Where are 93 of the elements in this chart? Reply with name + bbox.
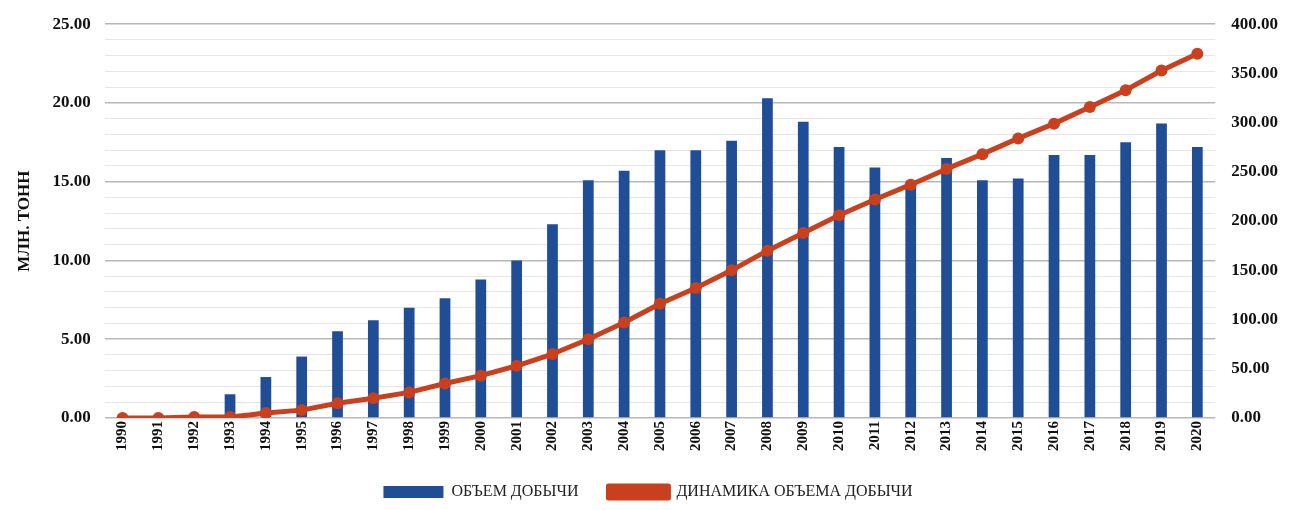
- bar: [941, 158, 952, 418]
- bar: [403, 307, 415, 418]
- legend-label: ОБЪЕМ ДОБЫЧИ: [451, 482, 579, 501]
- x-tick-label: 2006: [686, 420, 703, 451]
- x-tick-label: 2014: [973, 420, 990, 451]
- legend-label: ДИНАМИКА ОБЪЕМА ДОБЫЧИ: [676, 482, 914, 501]
- point: [618, 316, 631, 329]
- x-tick-label: 2017: [1080, 420, 1097, 451]
- x-tick-label: 2020: [1188, 421, 1205, 451]
- x-tick-label: 1996: [328, 420, 345, 451]
- y-axis-title: МЛН. ТОНН: [13, 170, 33, 272]
- point: [833, 209, 846, 222]
- bar: [1191, 147, 1203, 418]
- point: [940, 162, 953, 175]
- bar: [547, 224, 558, 418]
- x-tick-label: 2016: [1044, 420, 1061, 451]
- point: [295, 404, 308, 417]
- x-tick-label: 2018: [1116, 421, 1133, 451]
- x-tick-label: 1990: [113, 421, 130, 451]
- point: [1155, 64, 1168, 77]
- point: [331, 397, 344, 410]
- x-tick-label: 1993: [220, 421, 237, 451]
- bar: [582, 180, 594, 418]
- x-tick-label: 1991: [149, 421, 166, 451]
- point: [439, 377, 451, 390]
- point: [797, 226, 810, 239]
- point: [689, 282, 702, 295]
- x-tick-label: 1997: [364, 420, 381, 451]
- bar: [1048, 154, 1060, 418]
- bar: [475, 279, 487, 418]
- bar: [511, 260, 523, 418]
- x-tick-label: 2011: [865, 421, 882, 451]
- point: [474, 369, 487, 382]
- y2-tick-label: 250.00: [1231, 161, 1278, 181]
- x-tick-label: 2004: [615, 420, 631, 451]
- point: [403, 386, 416, 399]
- point: [868, 193, 881, 206]
- x-tick-label: 1994: [256, 420, 273, 451]
- bar: [690, 150, 702, 418]
- x-tick-label: 2005: [650, 421, 667, 451]
- point: [1191, 47, 1204, 60]
- point: [546, 348, 559, 361]
- bar: [797, 121, 809, 418]
- x-tick-label: 1992: [185, 421, 202, 451]
- x-tick-label: 2010: [829, 421, 846, 451]
- point: [510, 359, 523, 372]
- y-tick-label: 0.00: [60, 407, 91, 427]
- bar: [1120, 142, 1132, 418]
- x-tick-label: 2012: [901, 421, 918, 451]
- x-tick-label: 2001: [507, 421, 524, 451]
- point: [761, 244, 774, 257]
- bar: [977, 180, 988, 418]
- y2-tick-label: 300.00: [1231, 112, 1278, 132]
- point: [259, 407, 272, 418]
- point: [367, 392, 380, 405]
- y2-tick-label: 100.00: [1231, 308, 1278, 328]
- point: [1119, 84, 1132, 97]
- x-tick-label: 2003: [579, 421, 596, 451]
- x-tick-label: 1999: [435, 421, 452, 451]
- point: [976, 148, 989, 161]
- point: [1012, 132, 1025, 145]
- bar: [1156, 123, 1167, 418]
- x-tick-label: 1998: [400, 421, 417, 451]
- x-tick-label: 2019: [1152, 421, 1169, 451]
- x-tick-label: 2013: [937, 421, 954, 451]
- x-tick-label: 2009: [794, 421, 811, 451]
- y-tick-label: 20.00: [52, 92, 91, 112]
- y-tick-label: 25.00: [52, 13, 91, 33]
- point: [725, 264, 738, 277]
- x-tick-label: 2015: [1009, 421, 1026, 451]
- point: [582, 333, 595, 346]
- bar: [1084, 154, 1096, 418]
- x-tick-label: 2007: [722, 420, 739, 451]
- y2-tick-label: 0.00: [1231, 407, 1261, 427]
- y-tick-label: 15.00: [52, 171, 91, 191]
- x-tick-label: 2000: [471, 421, 488, 451]
- y-tick-label: 5.00: [60, 328, 91, 348]
- x-tick-label: 1995: [292, 421, 309, 451]
- y2-tick-label: 200.00: [1231, 210, 1278, 230]
- y-tick-label: 10.00: [52, 249, 91, 269]
- x-tick-label: 2002: [543, 421, 560, 451]
- point: [904, 178, 917, 191]
- point: [653, 297, 666, 310]
- bar: [726, 140, 737, 418]
- point: [1048, 117, 1061, 130]
- y2-tick-label: 400.00: [1231, 13, 1278, 33]
- y2-tick-label: 350.00: [1231, 62, 1278, 82]
- x-tick-label: 2008: [758, 421, 775, 451]
- y2-tick-label: 150.00: [1231, 259, 1278, 279]
- y2-tick-label: 50.00: [1231, 358, 1270, 378]
- bar: [1012, 178, 1024, 418]
- bar: [762, 98, 773, 418]
- point: [1083, 100, 1096, 113]
